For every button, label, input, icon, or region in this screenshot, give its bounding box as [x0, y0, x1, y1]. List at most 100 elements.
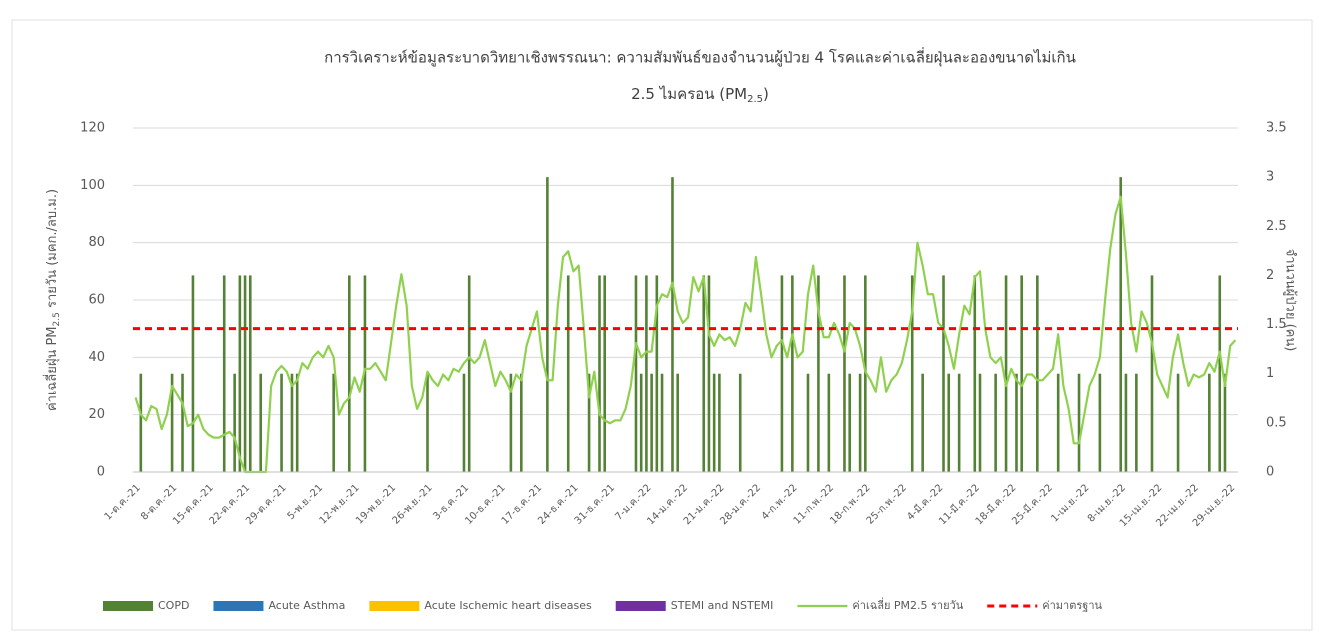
legend-label: COPD: [158, 599, 189, 612]
title-part: 2.5 ไมครอน (PM: [631, 85, 747, 103]
bar: [290, 373, 294, 472]
bar: [806, 373, 810, 472]
bar: [858, 373, 862, 472]
bar: [1150, 275, 1154, 472]
bar: [1176, 373, 1180, 472]
legend-label: Acute Ischemic heart diseases: [424, 599, 592, 612]
y-label-part: รายวัน (มคก./ลบ.ม.): [45, 189, 60, 312]
bar: [222, 275, 226, 472]
bar: [973, 275, 977, 472]
bar: [676, 373, 679, 472]
bar: [978, 373, 982, 472]
bar: [1004, 275, 1008, 472]
y-tick-label: 40: [88, 350, 105, 365]
bar: [295, 373, 299, 472]
bar: [947, 373, 951, 472]
bar: [598, 275, 601, 472]
y2-tick-label: 1: [1266, 366, 1274, 381]
bar: [1124, 373, 1128, 472]
bar: [650, 373, 653, 472]
line-series: [134, 195, 1237, 474]
bar: [238, 275, 242, 472]
bar: [791, 275, 794, 472]
bar: [634, 275, 638, 472]
y-tick-label: 20: [88, 407, 105, 422]
bar: [467, 275, 471, 472]
bar: [587, 373, 591, 472]
bar: [712, 373, 716, 472]
legend-label: ค่าเฉลี่ย PM2.5 รายวัน: [852, 597, 963, 612]
legend-label: ค่ามาตรฐาน: [1042, 599, 1102, 612]
y-tick-label: 0: [97, 465, 105, 480]
bar: [645, 275, 648, 472]
x-tick-label: 1-ต.ค.-21: [103, 482, 143, 522]
bar: [843, 275, 846, 472]
legend-swatch: [103, 601, 153, 611]
bar: [1119, 177, 1123, 472]
bar: [139, 373, 143, 472]
bar: [426, 373, 429, 472]
legend-swatch: [369, 601, 420, 611]
chart-title: การวิเคราะห์ข้อมูลระบาดวิทยาเชิงพรรณนา: …: [324, 47, 1076, 68]
y-label-part: ค่าเฉลี่ยฝุ่น PM: [43, 326, 60, 411]
bar: [1015, 373, 1018, 472]
y-label-subscript: 2.5: [52, 312, 62, 326]
bar: [1218, 275, 1222, 472]
bar: [233, 373, 236, 472]
bar: [520, 373, 523, 472]
bar: [1223, 373, 1227, 472]
y-axis-label: ค่าเฉลี่ยฝุ่น PM2.5 รายวัน (มคก./ลบ.ม.): [43, 189, 62, 411]
bar: [827, 373, 831, 472]
bar: [707, 275, 711, 472]
bar: [957, 373, 961, 472]
x-tick-label: 26-พ.ย.-21: [391, 482, 435, 526]
legend-swatch: [213, 601, 264, 611]
bar: [1036, 275, 1039, 472]
bar: [546, 177, 549, 472]
y2-tick-label: 0: [1266, 465, 1274, 480]
y-tick-label: 60: [88, 293, 105, 308]
chart-border: [11, 19, 1313, 631]
bar: [348, 275, 351, 472]
legend-label: STEMI and NSTEMI: [671, 599, 774, 612]
bar: [248, 275, 252, 472]
bar: [462, 373, 466, 472]
bar: [1098, 373, 1102, 472]
bar: [655, 275, 659, 472]
y-tick-label: 80: [88, 235, 105, 250]
y2-tick-label: 2.5: [1266, 219, 1287, 234]
bar: [942, 275, 945, 472]
bar: [191, 275, 195, 472]
bar: [1077, 373, 1081, 472]
bar: [718, 373, 721, 472]
bar: [817, 275, 820, 472]
bar: [1135, 373, 1138, 472]
bar: [1020, 275, 1023, 472]
y2-tick-label: 2: [1266, 268, 1274, 283]
bar: [566, 275, 570, 472]
title-part: ): [763, 85, 769, 103]
bar: [848, 373, 851, 472]
x-tick-label: 1-เม.ย.-22: [1049, 482, 1091, 524]
y2-tick-label: 3: [1266, 170, 1274, 185]
bar: [280, 373, 283, 472]
chart-title-line2: 2.5 ไมครอน (PM2.5): [631, 85, 769, 106]
bar: [921, 373, 924, 472]
y2-tick-label: 0.5: [1266, 415, 1287, 430]
bar: [243, 275, 247, 472]
y2-tick-label: 3.5: [1266, 121, 1287, 136]
bar: [660, 373, 664, 472]
bar: [780, 275, 784, 472]
bar: [702, 275, 706, 472]
y2-axis-label: จำนวนผู้ป่วย (คน): [1283, 249, 1298, 352]
bar: [671, 177, 674, 472]
bar: [1056, 373, 1060, 472]
legend-swatch: [615, 601, 666, 611]
bar: [910, 275, 914, 472]
bar: [332, 373, 335, 472]
bar: [639, 373, 643, 472]
y-tick-label: 120: [80, 121, 105, 136]
bar: [603, 275, 607, 472]
bar: [259, 373, 263, 472]
